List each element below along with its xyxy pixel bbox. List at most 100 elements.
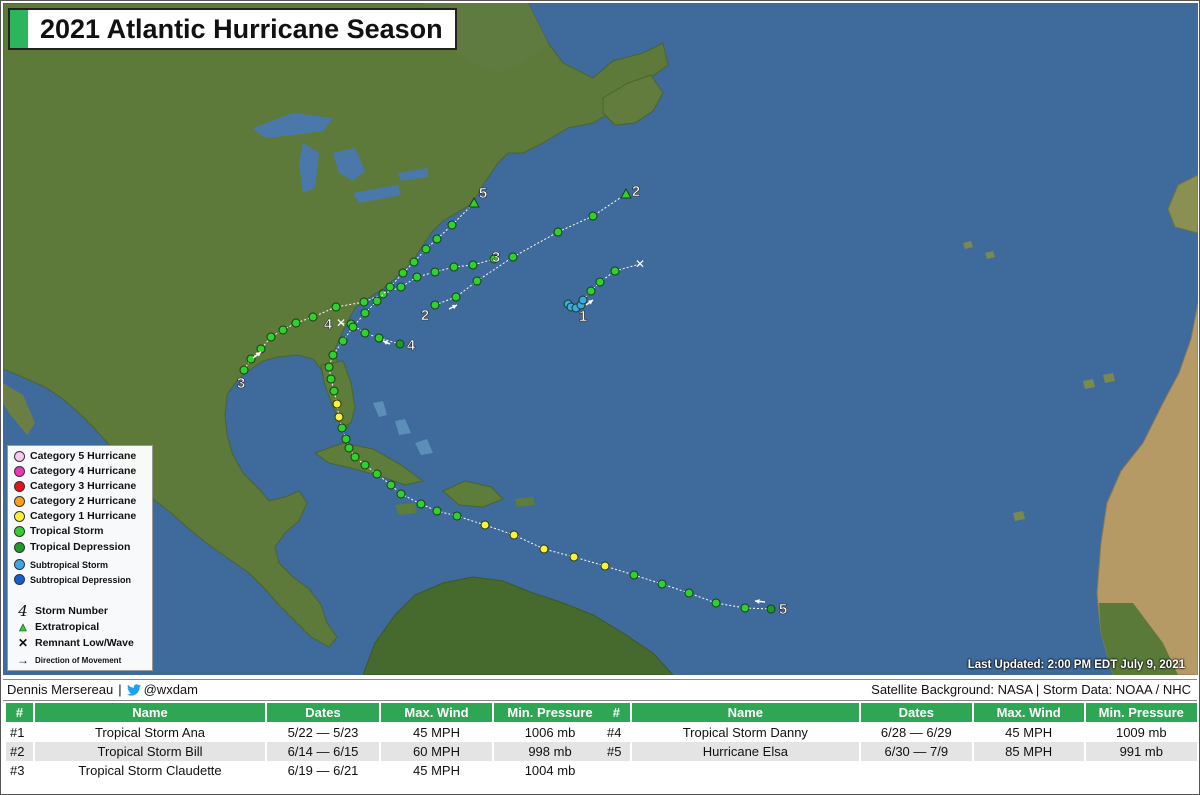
legend-label: Tropical Storm [30,525,104,537]
track-point [326,374,336,384]
extratropical-triangle-icon [468,196,480,208]
legend-item-tropical-storm: Tropical Storm [14,525,104,537]
track-point [359,297,369,307]
track-point [246,354,256,364]
legend-item-storm-number: 4 Storm Number [14,602,108,620]
arrow-head [755,599,760,604]
storm-table-right: # Name Dates Max. Wind Min. Pressure #4 … [601,703,1199,761]
track-point [360,460,370,470]
category-2-dot-icon [14,495,25,507]
track-point [360,328,370,338]
atlantic-islands [963,241,1115,521]
storm-number-label: 3 [237,375,245,392]
track-point [378,289,388,299]
storm-number-label: 1 [579,308,587,325]
africa-land [1096,302,1198,675]
credit-separator: | [118,682,122,697]
tropical-depression-dot-icon [14,541,25,553]
category-3-dot-icon [14,480,25,492]
legend-label: Category 5 Hurricane [30,450,137,462]
track-point [447,220,457,230]
storm-number-label: 2 [632,183,640,200]
track-point [452,511,462,521]
track-point [278,325,288,335]
legend-label: Subtropical Storm [30,559,109,570]
subtropical-storm-dot-icon [14,559,25,570]
track-point [360,308,370,318]
credits-bar: Dennis Mersereau | @wxdam Satellite Back… [3,679,1197,701]
track-point [539,544,549,554]
track-point [740,603,750,613]
track-point [586,286,596,296]
track-point [412,272,422,282]
track-point [553,227,563,237]
storm-name: Tropical Storm Danny [631,723,859,742]
storm-wind: 60 MPH [381,742,492,761]
track-point [395,339,405,349]
storm-wind: 85 MPH [973,742,1084,761]
storm-pressure: 991 mb [1085,742,1197,761]
twitter-bird-icon [126,683,141,696]
track-point [291,318,301,328]
remnant-x-icon: ✕ [17,636,29,650]
storm-dates: 6/30 — 7/9 [860,742,972,761]
track-point [472,276,482,286]
track-point [595,277,605,287]
south-america-land [362,576,674,675]
legend-item-subtropical-storm: Subtropical Storm [14,559,108,570]
legend-item-remnant: ✕ Remnant Low/Wave [14,636,134,650]
storm-pressure: 998 mb [494,742,606,761]
arrow-head [383,340,388,345]
table-header-row: # Name Dates Max. Wind Min. Pressure [603,703,1197,722]
track-point [432,506,442,516]
last-updated-text: Last Updated: 2:00 PM EDT July 9, 2021 [967,659,1185,671]
table-row: #5 Hurricane Elsa 6/30 — 7/9 85 MPH 991 … [603,742,1197,761]
col-wind-header: Max. Wind [381,703,492,722]
track-point [308,312,318,322]
track-point [430,300,440,310]
storm-number-label: 5 [479,185,487,202]
storm-number: #3 [6,761,33,780]
legend-label: Storm Number [35,605,108,617]
map-area: ✕ 1 2 2 3 3 ✕ 4 4 5 5 [3,3,1198,675]
legend-label: Category 3 Hurricane [30,480,137,492]
storm-dates: 6/14 — 6/15 [267,742,379,761]
track-point [396,282,406,292]
category-5-dot-icon [14,450,25,462]
col-pressure-header: Min. Pressure [1085,703,1197,722]
track-point [332,399,342,409]
track-point [344,443,354,453]
track-point [480,520,490,530]
tropical-storm-dot-icon [14,525,25,537]
great-lakes [253,113,428,203]
track-point [334,412,344,422]
track-point [657,579,667,589]
storm-number-label: 5 [779,601,787,618]
table-row: #2 Tropical Storm Bill 6/14 — 6/15 60 MP… [6,742,606,761]
storm-number: #2 [6,742,33,761]
storm-number: #4 [603,723,630,742]
track-point [329,386,339,396]
storm-name: Tropical Storm Bill [35,742,265,761]
storm-name: Tropical Storm Ana [35,723,265,742]
storm-dates: 6/19 — 6/21 [267,761,379,780]
col-name-header: Name [631,703,859,722]
table-row: #1 Tropical Storm Ana 5/22 — 5/23 45 MPH… [6,723,606,742]
track-point [398,268,408,278]
legend: Category 5 Hurricane Category 4 Hurrican… [7,445,153,671]
author-name: Dennis Mersereau [7,682,114,697]
extratropical-triangle-icon [620,187,632,199]
storm-number-label: 4 [407,337,416,354]
storm-pressure: 1009 mb [1085,723,1197,742]
storm-pressure: 1004 mb [494,761,606,780]
track-line-storm-3 [243,258,495,371]
baja-land [3,383,35,435]
arrow-head [588,300,593,305]
track-point [385,282,395,292]
puerto-rico-land [515,497,535,507]
track-point [509,530,519,540]
storm-pressure: 1006 mb [494,723,606,742]
twitter-handle[interactable]: @wxdam [143,682,198,697]
africa-green-coast [1099,603,1178,675]
